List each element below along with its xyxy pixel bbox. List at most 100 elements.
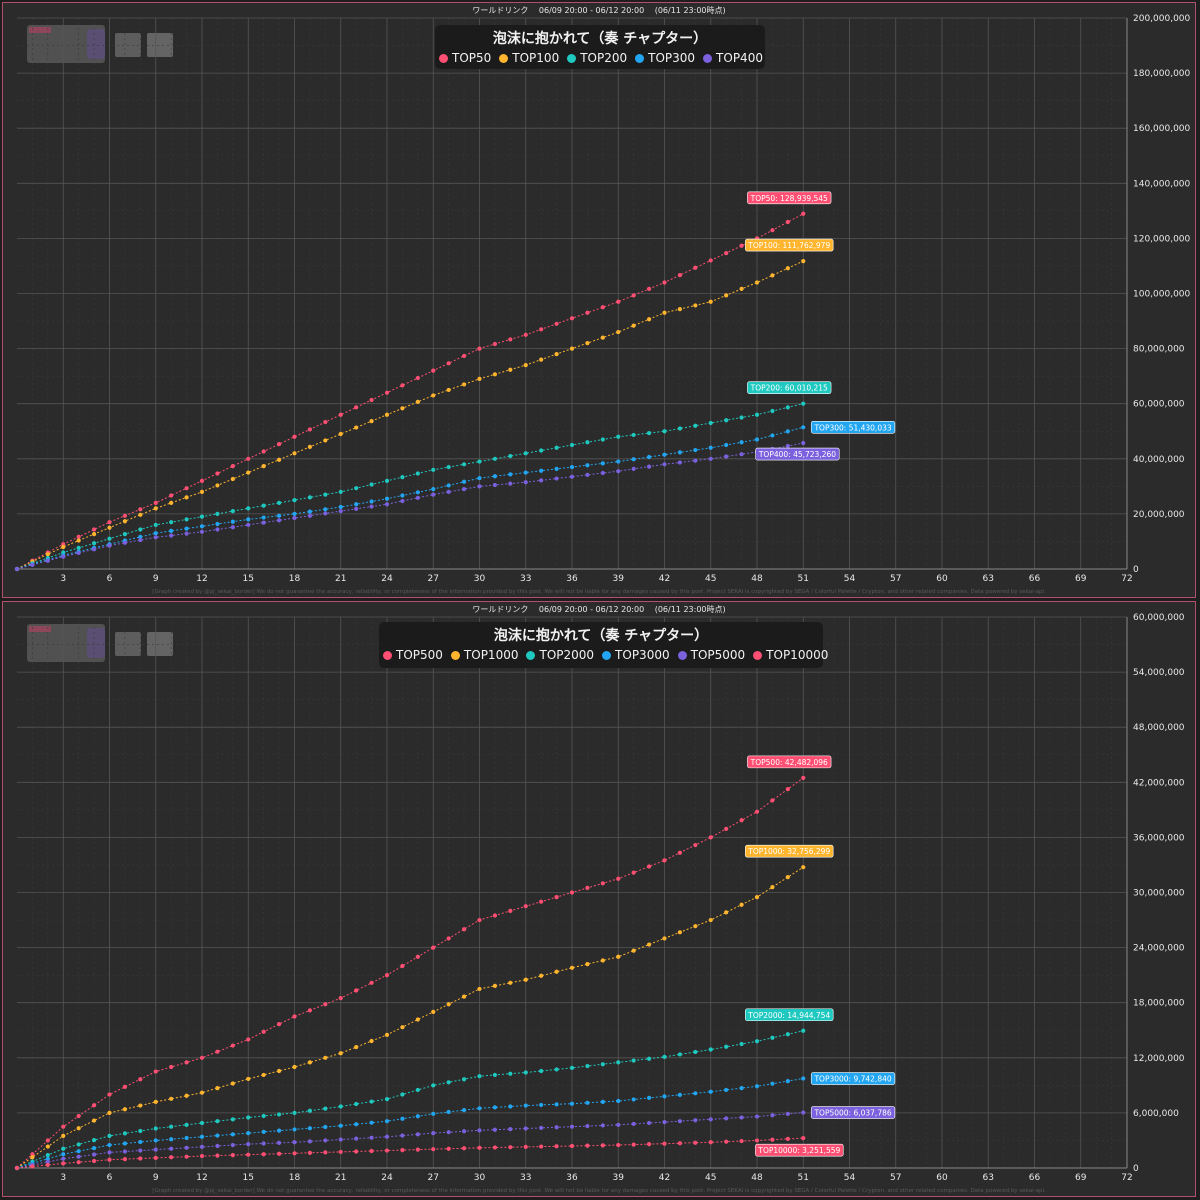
data-point <box>801 211 806 216</box>
data-point <box>785 219 790 225</box>
data-point <box>600 305 605 310</box>
data-point <box>246 1131 251 1136</box>
data-point <box>45 552 50 557</box>
y-tick-label: 48,000,000 <box>1133 723 1185 733</box>
legend-swatch <box>677 651 687 660</box>
data-point <box>569 346 575 351</box>
data-point <box>785 875 790 880</box>
x-tick-label: 66 <box>1029 1173 1041 1183</box>
data-point <box>646 1056 652 1061</box>
data-point <box>384 390 390 395</box>
data-point <box>323 1138 328 1143</box>
x-tick-label: 3 <box>60 1173 66 1183</box>
x-tick-label: 27 <box>428 1173 439 1183</box>
data-point <box>215 1153 220 1158</box>
data-point <box>569 464 575 470</box>
data-point <box>585 310 590 315</box>
data-point <box>585 1100 590 1105</box>
final-value-text: TOP200: 60,010,215 <box>750 384 828 393</box>
data-point <box>708 1117 713 1122</box>
data-point <box>539 1144 544 1149</box>
data-point <box>492 1127 498 1132</box>
y-tick-label: 18,000,000 <box>1133 999 1185 1009</box>
data-point <box>754 894 760 900</box>
data-point <box>739 1041 744 1047</box>
data-point <box>153 535 158 540</box>
final-value-text: TOP400: 45,723,260 <box>758 450 836 459</box>
data-point <box>616 954 621 959</box>
legend-label: TOP1000 <box>463 648 519 662</box>
data-point <box>677 450 683 455</box>
data-point <box>662 452 667 457</box>
y-tick-label: 6,000,000 <box>1133 1109 1179 1119</box>
data-point <box>554 1067 559 1072</box>
data-point <box>523 451 528 456</box>
data-point <box>631 1121 636 1127</box>
data-point <box>138 537 143 543</box>
x-tick-label: 69 <box>1075 574 1087 584</box>
data-point <box>354 1101 359 1107</box>
data-point <box>215 1049 220 1054</box>
data-point <box>153 531 158 536</box>
y-tick-label: 0 <box>1133 565 1139 575</box>
data-point <box>492 456 498 461</box>
data-point <box>153 1155 158 1160</box>
x-tick-label: 36 <box>566 1173 578 1183</box>
data-point <box>492 474 498 479</box>
legend-label: TOP200 <box>580 51 628 65</box>
data-point <box>184 517 189 522</box>
data-point <box>230 476 235 482</box>
legend-swatch <box>635 54 645 63</box>
data-point <box>554 1144 559 1149</box>
data-point <box>184 1122 189 1127</box>
data-point <box>569 890 575 895</box>
data-point <box>153 522 158 528</box>
data-point <box>122 1141 128 1146</box>
data-point <box>338 489 343 494</box>
data-point <box>477 1106 482 1111</box>
final-value-label: TOP100: 111,762,979 <box>745 238 834 252</box>
data-point <box>600 881 605 886</box>
legend-swatch <box>450 651 460 660</box>
data-point <box>323 511 328 516</box>
data-point <box>415 375 420 381</box>
data-point <box>169 1096 174 1101</box>
chart-panel-top: ワールドリンク 06/09 20:00 - 06/12 20:00 (06/11… <box>2 2 1196 598</box>
data-point <box>446 1109 451 1115</box>
data-point <box>45 1159 50 1164</box>
x-tick-label: 36 <box>566 574 578 584</box>
data-point <box>30 1152 35 1157</box>
data-point <box>770 1137 775 1142</box>
data-point <box>554 1102 559 1107</box>
x-tick-label: 39 <box>613 1173 625 1183</box>
data-point <box>801 1028 806 1033</box>
data-point <box>554 969 559 974</box>
legend-swatch <box>703 54 713 63</box>
data-point <box>677 307 683 312</box>
x-tick-label: 12 <box>196 574 207 584</box>
data-point <box>384 1148 390 1153</box>
data-point <box>354 1136 359 1141</box>
data-point <box>323 1002 328 1007</box>
legend-item-top1000: TOP1000 <box>450 648 519 662</box>
data-point <box>61 554 66 559</box>
series-line <box>16 442 804 570</box>
data-point <box>431 487 436 492</box>
legend-swatch <box>602 651 612 660</box>
data-point <box>508 1145 513 1150</box>
data-point <box>662 462 667 467</box>
data-point <box>384 502 390 507</box>
data-point <box>616 1142 621 1148</box>
legend-label: TOP2000 <box>539 648 595 662</box>
data-point <box>693 1140 698 1145</box>
data-point <box>508 337 513 342</box>
series-top10000 <box>14 1136 806 1171</box>
data-point <box>307 1008 313 1013</box>
data-point <box>76 545 81 550</box>
data-point <box>477 1074 482 1079</box>
series-top100 <box>14 258 806 572</box>
data-point <box>461 927 467 932</box>
data-point <box>446 464 451 470</box>
data-point <box>600 470 605 476</box>
data-point <box>369 504 374 509</box>
